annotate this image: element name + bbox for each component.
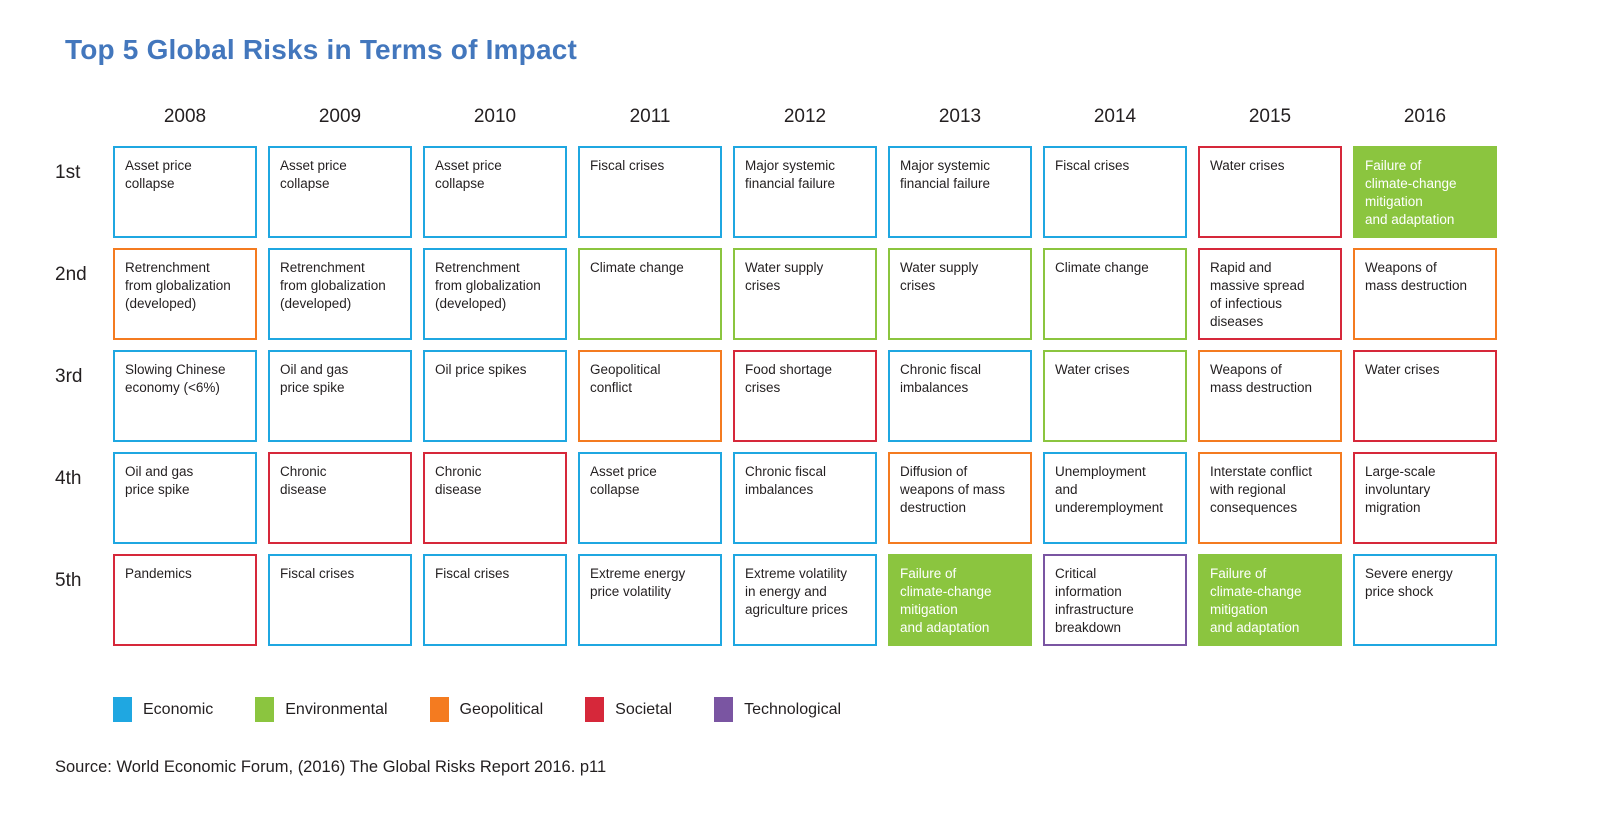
risk-cell: Slowing Chinese economy (<6%) [113, 350, 257, 442]
risk-cell: Pandemics [113, 554, 257, 646]
legend-item: Geopolitical [429, 697, 544, 722]
source-note: Source: World Economic Forum, (2016) The… [55, 758, 607, 776]
risk-cell: Oil and gas price spike [113, 452, 257, 544]
year-header: 2015 [1248, 106, 1292, 127]
rank-label: 5th [55, 570, 82, 591]
economic-swatch-icon [113, 697, 132, 722]
risk-cell: Retrenchment from globalization (develop… [268, 248, 412, 340]
legend-item: Economic [113, 697, 213, 722]
risk-cell: Asset price collapse [113, 146, 257, 238]
environmental-swatch-icon [255, 697, 275, 722]
risk-cell: Fiscal crises [423, 554, 567, 646]
legend-item: Societal [585, 697, 672, 722]
year-header: 2016 [1403, 106, 1447, 127]
geopolitical-swatch-icon [429, 697, 449, 722]
year-header: 2008 [163, 106, 207, 127]
year-header: 2010 [473, 106, 517, 127]
risk-cell: Weapons of mass destruction [1198, 350, 1342, 442]
risk-cell: Major systemic financial failure [888, 146, 1032, 238]
risk-cell: Water supply crises [888, 248, 1032, 340]
legend-item: Technological [714, 697, 841, 722]
legend-label: Technological [744, 700, 842, 718]
risk-cell: Asset price collapse [423, 146, 567, 238]
legend-item: Environmental [255, 697, 388, 722]
risk-cell: Interstate conflict with regional conseq… [1198, 452, 1342, 544]
risk-cell: Water crises [1353, 350, 1497, 442]
risk-cell: Retrenchment from globalization (develop… [423, 248, 567, 340]
risk-cell: Failure of climate-change mitigation and… [1353, 146, 1497, 238]
risk-cell: Chronic disease [423, 452, 567, 544]
risk-cell: Fiscal crises [578, 146, 722, 238]
year-header: 2012 [783, 106, 827, 127]
risk-cell: Oil and gas price spike [268, 350, 412, 442]
risk-cell: Extreme volatility in energy and agricul… [733, 554, 877, 646]
risk-cell: Severe energy price shock [1353, 554, 1497, 646]
technological-swatch-icon [714, 697, 734, 722]
risk-cell: Geopolitical conflict [578, 350, 722, 442]
risk-cell: Large-scale involuntary migration [1353, 452, 1497, 544]
risk-cell: Failure of climate-change mitigation and… [888, 554, 1032, 646]
rank-label: 4th [55, 468, 82, 489]
risk-cell: Diffusion of weapons of mass destruction [888, 452, 1032, 544]
risk-cell: Failure of climate-change mitigation and… [1198, 554, 1342, 646]
risk-cell: Rapid and massive spread of infectious d… [1198, 248, 1342, 340]
risk-cell: Climate change [1043, 248, 1187, 340]
year-header: 2011 [629, 106, 671, 127]
risk-cell: Weapons of mass destruction [1353, 248, 1497, 340]
risk-cell: Asset price collapse [578, 452, 722, 544]
risk-cell: Chronic fiscal imbalances [733, 452, 877, 544]
risk-cell: Critical information infrastructure brea… [1043, 554, 1187, 646]
risk-cell: Water crises [1043, 350, 1187, 442]
societal-swatch-icon [585, 697, 605, 722]
risk-cell: Fiscal crises [1043, 146, 1187, 238]
legend-label: Environmental [285, 700, 388, 718]
risk-cell: Extreme energy price volatility [578, 554, 722, 646]
risk-cell: Fiscal crises [268, 554, 412, 646]
rank-label: 2nd [55, 264, 87, 285]
legend-label: Geopolitical [459, 700, 544, 718]
risk-cell: Water crises [1198, 146, 1342, 238]
year-header: 2009 [318, 106, 362, 127]
grid-corner [55, 100, 102, 136]
rank-label: 3rd [55, 366, 83, 387]
risk-cell: Retrenchment from globalization (develop… [113, 248, 257, 340]
risk-cell: Water supply crises [733, 248, 877, 340]
legend-label: Societal [615, 700, 673, 718]
risk-grid: 2008 2009 2010 2011 2012 2013 2014 2015 2016 1st A… [55, 100, 1497, 646]
risk-cell: Food shortage crises [733, 350, 877, 442]
risk-cell: Oil price spikes [423, 350, 567, 442]
legend: Economic Environmental Geopolitical Societa… [113, 697, 841, 722]
legend-label: Economic [143, 700, 214, 718]
page-title: Top 5 Global Risks in Terms of Impact [65, 34, 578, 65]
risk-cell: Asset price collapse [268, 146, 412, 238]
rank-label: 1st [55, 162, 81, 183]
risk-cell: Unemployment and underemployment [1043, 452, 1187, 544]
risk-cell: Climate change [578, 248, 722, 340]
year-header: 2014 [1093, 106, 1137, 127]
year-header: 2013 [938, 106, 982, 127]
risk-cell: Chronic disease [268, 452, 412, 544]
risk-cell: Chronic fiscal imbalances [888, 350, 1032, 442]
risk-cell: Major systemic financial failure [733, 146, 877, 238]
